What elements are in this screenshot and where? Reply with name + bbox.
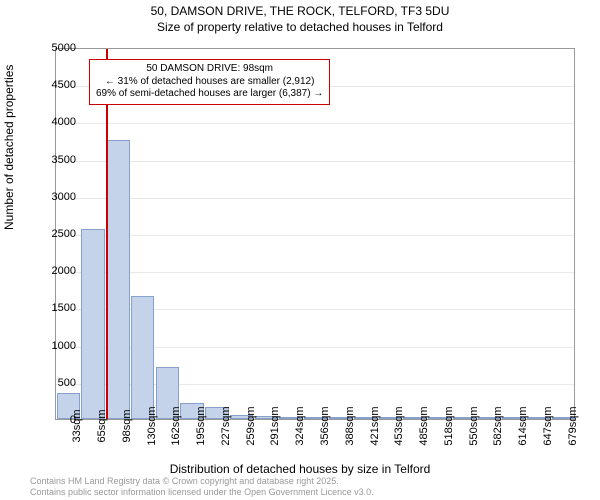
gridline (56, 198, 574, 199)
y-tick-label: 4000 (36, 116, 76, 128)
y-tick-label: 2000 (36, 265, 76, 277)
title-line2: Size of property relative to detached ho… (0, 20, 600, 36)
y-axis-label: Number of detached properties (2, 65, 16, 230)
x-tick-label: 195sqm (195, 406, 207, 445)
gridline (56, 235, 574, 236)
gridline (56, 272, 574, 273)
x-tick-label: 33sqm (71, 409, 83, 442)
x-tick-label: 162sqm (170, 406, 182, 445)
x-tick-label: 518sqm (443, 406, 455, 445)
y-tick-label: 5000 (36, 42, 76, 54)
x-tick-label: 614sqm (517, 406, 529, 445)
x-tick-label: 582sqm (492, 406, 504, 445)
x-tick-label: 453sqm (393, 406, 405, 445)
footer-line1: Contains HM Land Registry data © Crown c… (30, 476, 374, 487)
x-tick-label: 98sqm (121, 409, 133, 442)
x-tick-label: 291sqm (269, 406, 281, 445)
chart-title: 50, DAMSON DRIVE, THE ROCK, TELFORD, TF3… (0, 4, 600, 35)
footer-line2: Contains public sector information licen… (30, 487, 374, 498)
chart-plot-area: 50 DAMSON DRIVE: 98sqm← 31% of detached … (55, 48, 575, 420)
histogram-bar (106, 140, 130, 419)
y-tick-label: 3500 (36, 154, 76, 166)
y-tick-label: 1500 (36, 302, 76, 314)
x-tick-label: 388sqm (344, 406, 356, 445)
y-tick-label: 4500 (36, 79, 76, 91)
x-tick-label: 65sqm (96, 409, 108, 442)
annotation-line: 69% of semi-detached houses are larger (… (96, 88, 323, 101)
property-marker-line (106, 49, 108, 419)
x-tick-label: 130sqm (146, 406, 158, 445)
histogram-bar (81, 229, 105, 419)
gridline (56, 123, 574, 124)
property-annotation-box: 50 DAMSON DRIVE: 98sqm← 31% of detached … (89, 59, 330, 105)
x-tick-label: 259sqm (245, 406, 257, 445)
y-tick-label: 1000 (36, 340, 76, 352)
x-tick-label: 550sqm (468, 406, 480, 445)
x-tick-label: 324sqm (294, 406, 306, 445)
y-tick-label: 2500 (36, 228, 76, 240)
y-tick-label: 500 (36, 377, 76, 389)
y-tick-label: 3000 (36, 191, 76, 203)
x-tick-label: 647sqm (542, 406, 554, 445)
histogram-bar (131, 296, 155, 419)
y-tick-label: 0 (36, 414, 76, 426)
annotation-line: ← 31% of detached houses are smaller (2,… (96, 76, 323, 89)
x-tick-label: 356sqm (319, 406, 331, 445)
footer-attribution: Contains HM Land Registry data © Crown c… (30, 476, 374, 498)
x-tick-label: 227sqm (220, 406, 232, 445)
plot-rect: 50 DAMSON DRIVE: 98sqm← 31% of detached … (55, 48, 575, 420)
gridline (56, 161, 574, 162)
x-axis-label: Distribution of detached houses by size … (0, 462, 600, 476)
x-tick-label: 421sqm (369, 406, 381, 445)
annotation-line: 50 DAMSON DRIVE: 98sqm (96, 63, 323, 76)
x-tick-label: 679sqm (567, 406, 579, 445)
title-line1: 50, DAMSON DRIVE, THE ROCK, TELFORD, TF3… (0, 4, 600, 20)
x-tick-label: 485sqm (418, 406, 430, 445)
